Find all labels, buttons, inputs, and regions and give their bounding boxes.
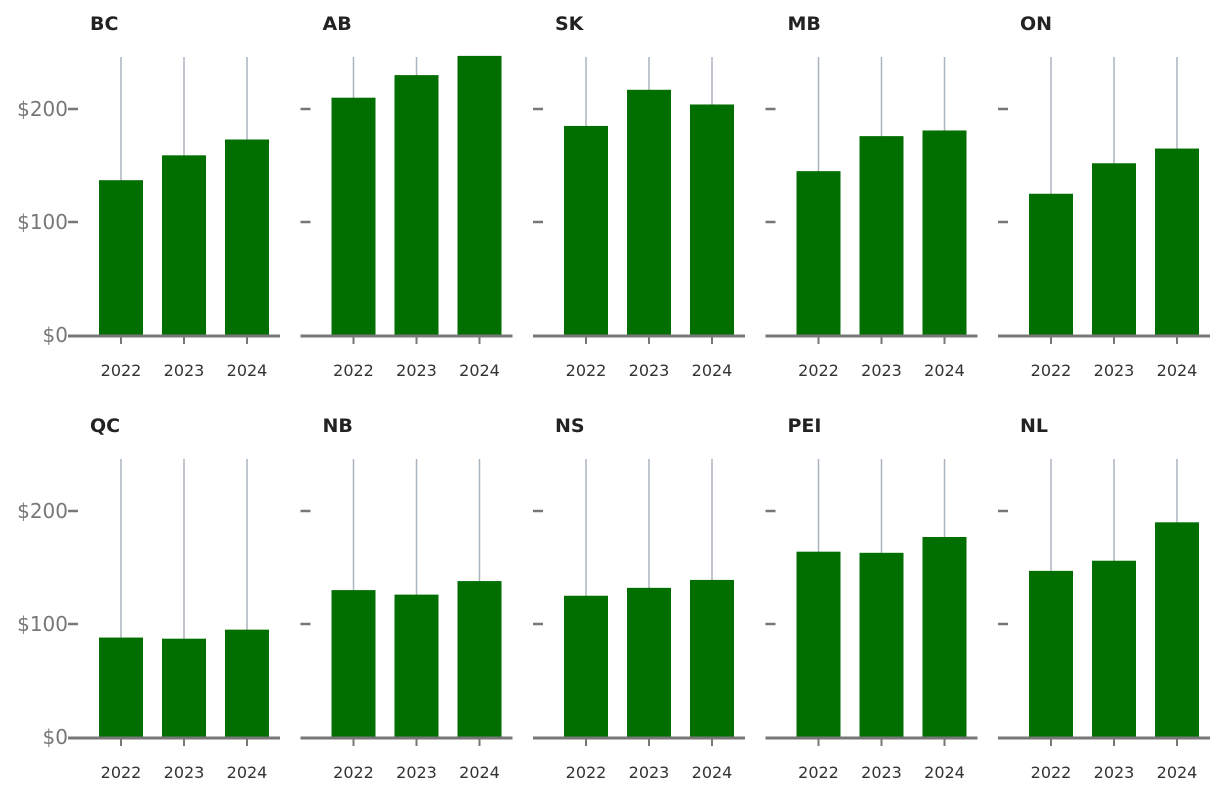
bar-sk-2023	[627, 89, 671, 335]
x-tick-label-ns-2024: 2024	[692, 763, 733, 782]
bar-bc-2022	[99, 180, 143, 335]
bar-qc-2023	[162, 638, 206, 737]
bar-ab-2023	[394, 75, 439, 335]
x-tick-label-sk-2022: 2022	[566, 361, 607, 380]
bar-pei-2024	[922, 536, 967, 737]
x-tick-label-nb-2024: 2024	[459, 763, 500, 782]
x-tick-label-pei-2023: 2023	[861, 763, 902, 782]
bar-on-2022	[1029, 193, 1073, 335]
x-tick-label-mb-2024: 2024	[924, 361, 965, 380]
x-tick-label-on-2023: 2023	[1094, 361, 1135, 380]
y-tick-label-bc-2: $200	[17, 97, 68, 121]
bar-pei-2022	[796, 551, 841, 737]
y-tick-label-qc-1: $100	[17, 612, 68, 636]
bar-nb-2023	[394, 594, 439, 737]
x-tick-label-qc-2024: 2024	[227, 763, 268, 782]
bar-ab-2024	[457, 55, 502, 335]
x-tick-label-nb-2022: 2022	[333, 763, 374, 782]
x-tick-label-bc-2022: 2022	[101, 361, 142, 380]
y-tick-label-qc-0: $0	[43, 725, 68, 749]
bar-sk-2024	[690, 104, 734, 335]
y-tick-label-qc-2: $200	[17, 499, 68, 523]
x-tick-label-sk-2024: 2024	[692, 361, 733, 380]
x-tick-label-on-2022: 2022	[1031, 361, 1072, 380]
x-tick-label-qc-2022: 2022	[101, 763, 142, 782]
x-tick-label-ns-2022: 2022	[566, 763, 607, 782]
bar-bc-2023	[162, 155, 206, 335]
bar-nl-2023	[1092, 560, 1136, 737]
y-tick-label-bc-0: $0	[43, 323, 68, 347]
bar-ns-2024	[690, 579, 734, 737]
panel-title-pei: PEI	[788, 415, 822, 437]
x-tick-label-bc-2024: 2024	[227, 361, 268, 380]
x-tick-label-nb-2023: 2023	[396, 763, 437, 782]
bar-mb-2024	[922, 130, 967, 335]
x-tick-label-ab-2022: 2022	[333, 361, 374, 380]
bar-sk-2022	[564, 125, 608, 335]
bar-qc-2022	[99, 637, 143, 737]
bar-on-2024	[1155, 148, 1199, 335]
x-tick-label-ns-2023: 2023	[629, 763, 670, 782]
panel-title-qc: QC	[90, 415, 120, 437]
x-tick-label-nl-2024: 2024	[1157, 763, 1198, 782]
x-tick-label-nl-2023: 2023	[1094, 763, 1135, 782]
bar-mb-2022	[796, 171, 841, 335]
panel-title-ns: NS	[555, 415, 585, 437]
x-tick-label-qc-2023: 2023	[164, 763, 205, 782]
x-tick-label-pei-2022: 2022	[798, 763, 839, 782]
panel-title-bc: BC	[90, 13, 118, 35]
x-tick-label-ab-2024: 2024	[459, 361, 500, 380]
bar-bc-2024	[225, 139, 269, 335]
x-tick-label-bc-2023: 2023	[164, 361, 205, 380]
panel-title-nl: NL	[1020, 415, 1048, 437]
panel-title-ab: AB	[323, 13, 352, 35]
x-tick-label-on-2024: 2024	[1157, 361, 1198, 380]
bar-nb-2022	[331, 590, 376, 737]
bar-mb-2023	[859, 136, 904, 335]
y-tick-label-bc-1: $100	[17, 210, 68, 234]
bar-nb-2024	[457, 581, 502, 737]
bar-nl-2022	[1029, 570, 1073, 737]
panel-title-on: ON	[1020, 13, 1052, 35]
bar-pei-2023	[859, 552, 904, 737]
panel-title-nb: NB	[323, 415, 353, 437]
x-tick-label-sk-2023: 2023	[629, 361, 670, 380]
x-tick-label-nl-2022: 2022	[1031, 763, 1072, 782]
x-tick-label-ab-2023: 2023	[396, 361, 437, 380]
bar-ab-2022	[331, 97, 376, 335]
x-tick-label-pei-2024: 2024	[924, 763, 965, 782]
x-tick-label-mb-2023: 2023	[861, 361, 902, 380]
x-tick-label-mb-2022: 2022	[798, 361, 839, 380]
panel-title-sk: SK	[555, 13, 585, 35]
bar-ns-2022	[564, 595, 608, 737]
bar-on-2023	[1092, 163, 1136, 335]
bar-nl-2024	[1155, 522, 1199, 737]
bar-qc-2024	[225, 629, 269, 737]
panel-title-mb: MB	[788, 13, 821, 35]
bar-ns-2023	[627, 587, 671, 737]
